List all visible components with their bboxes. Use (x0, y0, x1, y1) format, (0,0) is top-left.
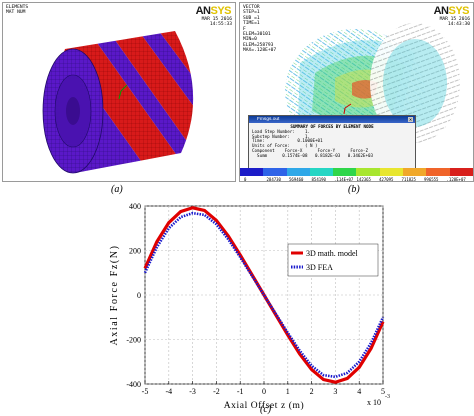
legend-value: .128E+07 (446, 177, 466, 182)
legend-value: 142365 (356, 177, 371, 182)
legend-swatch (426, 168, 450, 176)
legend-swatch (356, 168, 380, 176)
x-tick-label: 2 (310, 387, 314, 396)
contour-legend-values: 0 284730 569460 854190 .114E+07 142365 427095 7… (240, 177, 473, 182)
y-tick-label: 200 (129, 247, 141, 256)
legend-value: 711825 (401, 177, 416, 182)
wheel-mesh-model (42, 31, 194, 174)
dialog-title-bar[interactable]: Fmsgs.out ✕ (249, 116, 415, 123)
axial-force-chart: -5 -4 -3 -2 -1 0 1 2 3 4 5 400 200 0 -200 -400 3D math. … (109, 202, 390, 411)
caption-c: (c) (260, 404, 272, 415)
summary-of-forces-dialog[interactable]: Fmsgs.out ✕ SUMMARY OF FORCES BY ELEMENT… (248, 115, 416, 169)
x-tick-label: 1 (286, 387, 290, 396)
ansys-logo: ANSYS (195, 5, 232, 17)
dialog-heading: SUMMARY OF FORCES BY ELEMENT NODE (290, 124, 374, 129)
x-tick-label: -5 (142, 387, 149, 396)
legend-value: 284730 (266, 177, 281, 182)
x-tick-label: -4 (165, 387, 172, 396)
legend-swatch (286, 168, 310, 176)
legend-swatch (263, 168, 287, 176)
legend-swatch (240, 168, 264, 176)
x-tick-label: -3 (189, 387, 196, 396)
y-tick-label: 0 (137, 291, 141, 300)
x-multiplier-exponent: -3 (385, 394, 390, 400)
caption-a: (a) (111, 184, 123, 195)
legend-swatch (379, 168, 404, 176)
legend-value: 0 (244, 177, 247, 182)
x-tick-label: 4 (357, 387, 361, 396)
x-tick-label: -2 (213, 387, 220, 396)
legend-value: 569460 (289, 177, 304, 182)
legend-box (287, 243, 379, 277)
x-axis-label: Axial Offset z (m) (224, 400, 305, 411)
y-tick-label: 400 (129, 202, 141, 211)
panel-a-timestamp: MAR 15 2016 14:55:33 (201, 17, 232, 28)
panel-a-elements-view: ELEMENTS MAT NUM ANSYS MAR 15 2016 14:55:3… (2, 2, 236, 182)
legend-swatch (449, 168, 473, 176)
x-tick-label: 0 (262, 387, 266, 396)
legend-value: .114E+07 (334, 177, 354, 182)
caption-b: (b) (348, 184, 360, 195)
header-line: ELEMENTS (6, 5, 29, 10)
contour-legend-bar (240, 168, 473, 176)
x-tick-label: 5 (381, 387, 385, 396)
panel-b-timestamp: MAR 15 2016 14:43:30 (439, 17, 470, 28)
panel-b-vector-view: VECTOR STEP=1 SUB =1 TIME=1 F ELEM=30101 MIN=0… (239, 2, 474, 182)
x-tick-label: 3 (333, 387, 337, 396)
dialog-content: SUMMARY OF FORCES BY ELEMENT NODE Load St… (252, 124, 412, 159)
legend-swatch (333, 168, 357, 176)
panel-a-header: ELEMENTS MAT NUM (6, 5, 28, 16)
x-multiplier: x 10 (367, 398, 381, 407)
header-line: MAT NUM (6, 10, 26, 16)
dialog-title: Fmsgs.out (257, 117, 280, 122)
legend-value: 854190 (311, 177, 326, 182)
legend-swatch (403, 168, 427, 176)
legend-swatch (309, 168, 334, 176)
series-line-1 (143, 211, 385, 379)
panel-b-header: VECTOR STEP=1 SUB =1 TIME=1 F ELEM=30101 MIN=0… (243, 5, 277, 54)
y-tick-label: -400 (126, 380, 141, 389)
x-tick-label: -1 (237, 387, 244, 396)
close-icon[interactable]: ✕ (408, 117, 413, 122)
legend-label: 3D math. model (306, 249, 359, 258)
y-tick-label: -200 (126, 336, 141, 345)
legend-value: 427095 (379, 177, 394, 182)
ansys-logo: ANSYS (433, 5, 470, 17)
legend-label: 3D FEA (306, 263, 333, 272)
legend-value: 996555 (424, 177, 439, 182)
y-axis-label: Axial Force Fz(N) (109, 244, 120, 345)
